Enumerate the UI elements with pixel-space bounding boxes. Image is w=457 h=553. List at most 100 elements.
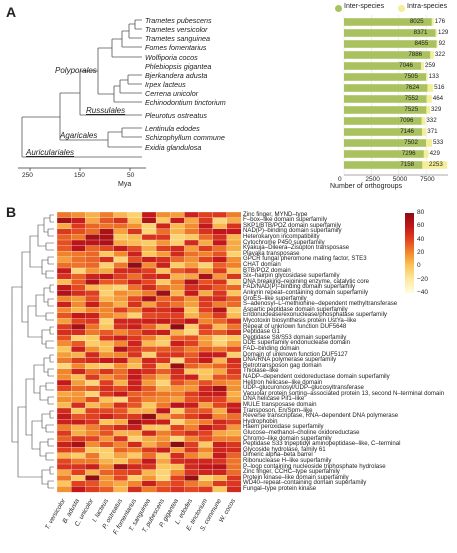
heatmap-cell — [113, 368, 129, 375]
heatmap-cell — [184, 346, 199, 353]
heatmap-cell — [198, 290, 214, 297]
bar-intra-species — [427, 84, 434, 92]
heatmap-cell — [212, 234, 228, 241]
heatmap-cell — [212, 447, 228, 454]
heatmap-cell — [127, 407, 143, 415]
heatmap-cell — [71, 239, 86, 247]
heatmap-cell — [155, 267, 171, 275]
heatmap-cell — [113, 413, 129, 420]
heatmap-cell — [85, 301, 100, 308]
heatmap-cell — [113, 424, 129, 431]
clade-agaricales: Agaricales — [60, 131, 98, 140]
heatmap-cell — [184, 458, 199, 465]
heatmap-cell — [57, 312, 72, 319]
heatmap-cell — [184, 407, 199, 415]
heatmap-cell — [198, 475, 214, 482]
bar-axis-tick: 7500 — [420, 176, 435, 183]
heatmap-cell — [113, 318, 129, 325]
bar-value-inter: 7158 — [400, 161, 415, 168]
heatmap-cell — [184, 447, 199, 454]
heatmap-cell — [127, 323, 143, 331]
heatmap-cell — [155, 486, 171, 493]
heatmap-cell — [226, 452, 241, 459]
species-label: Wolfiporia cocos — [145, 53, 198, 62]
heatmap-cell — [57, 480, 72, 487]
heatmap-cell — [127, 385, 143, 392]
heatmap-cell — [57, 279, 72, 286]
species-label: Trametes sanguinea — [145, 34, 210, 43]
heatmap-cell — [127, 424, 143, 431]
heatmap-cell — [113, 251, 129, 258]
heatmap-cell — [85, 402, 100, 409]
heatmap-cell — [198, 256, 214, 263]
species-label: Trametes versicolor — [145, 25, 208, 34]
heatmap-row-label: FAD–binding domain — [243, 344, 300, 352]
heatmap-cell — [127, 447, 143, 454]
bar-value-inter: 7525 — [404, 106, 419, 113]
heatmap-cell — [141, 312, 157, 319]
heatmap-cell — [99, 295, 115, 303]
heatmap-cell — [226, 368, 241, 375]
heatmap-cell — [155, 379, 171, 387]
heatmap-cell — [99, 267, 115, 275]
bar-intra-species — [430, 51, 434, 59]
heatmap-cell — [57, 301, 72, 308]
heatmap-cell — [155, 279, 171, 286]
heatmap-cell — [57, 256, 72, 263]
heatmap-cell — [127, 469, 143, 476]
heatmap-cell — [226, 480, 241, 487]
bar-inter-species — [344, 51, 431, 59]
heatmap-cell — [155, 301, 171, 308]
heatmap-cell — [57, 335, 72, 342]
heatmap-row-label: Reverse transcriptase, RNA–dependent DNA… — [243, 412, 399, 420]
heatmap-cell — [99, 273, 115, 280]
heatmap-cell — [212, 435, 228, 443]
heatmap-cell — [170, 407, 185, 415]
heatmap-cell — [212, 396, 228, 403]
heatmap-cell — [184, 212, 199, 219]
heatmap-cell — [155, 368, 171, 375]
heatmap-cell — [141, 307, 157, 314]
heatmap-cell — [141, 374, 157, 381]
heatmap-cell — [212, 284, 228, 291]
heatmap-cell — [99, 441, 115, 448]
heatmap-cell — [226, 251, 241, 258]
bar-axis-tick: 5000 — [392, 176, 408, 183]
heatmap-cell — [127, 290, 143, 297]
heatmap-cell — [226, 223, 241, 230]
heatmap-cell — [99, 239, 115, 247]
heatmap-cell — [212, 312, 228, 319]
heatmap-cell — [170, 273, 185, 280]
heatmap-cell — [113, 374, 129, 381]
heatmap-cell — [85, 407, 100, 415]
heatmap-cell — [99, 379, 115, 387]
heatmap-row-label: Mycotoxin biosynthesis protein UstYa–lik… — [243, 316, 357, 324]
heatmap-cell — [113, 239, 129, 247]
heatmap-cell — [71, 430, 86, 437]
heatmap-cell — [155, 251, 171, 258]
heatmap-cell — [141, 424, 157, 431]
bar-value-inter: 7502 — [404, 139, 418, 146]
heatmap-cell — [170, 312, 185, 319]
heatmap-cell — [127, 301, 143, 308]
heatmap-cell — [127, 435, 143, 443]
heatmap-cell — [170, 435, 185, 443]
heatmap-row-label: SKP1/BTB/POZ domain superfamily — [243, 221, 341, 229]
heatmap-cell — [113, 379, 129, 387]
heatmap-cell — [71, 290, 86, 297]
heatmap-cell — [113, 262, 129, 269]
heatmap-cell — [141, 329, 157, 336]
heatmap-cell — [99, 346, 115, 353]
heatmap-cell — [184, 469, 199, 476]
heatmap-cell — [127, 262, 143, 269]
heatmap-cell — [113, 396, 129, 403]
heatmap-cell — [198, 245, 214, 252]
heatmap-row-label: Ankyrin repeat–containing domain superfa… — [243, 288, 368, 296]
heatmap-cell — [212, 228, 228, 235]
heatmap-cell — [71, 402, 86, 409]
clade-russulales: Russulales — [86, 106, 126, 115]
heatmap-cell — [184, 295, 199, 303]
heatmap-row-label: Retrotransposon gag domain — [243, 361, 322, 369]
heatmap-cell — [226, 458, 241, 465]
heatmap-cell — [212, 430, 228, 437]
